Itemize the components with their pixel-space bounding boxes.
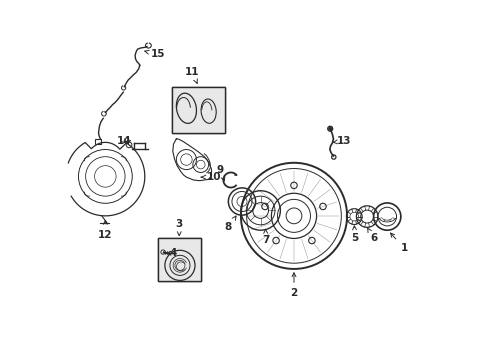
- Bar: [172, 87, 224, 134]
- Circle shape: [331, 155, 335, 159]
- Text: 5: 5: [350, 226, 358, 243]
- Ellipse shape: [176, 93, 196, 123]
- Text: 10: 10: [201, 172, 221, 182]
- Bar: [95, 139, 101, 144]
- Text: 6: 6: [366, 228, 376, 243]
- Circle shape: [161, 250, 165, 254]
- Text: 3: 3: [175, 219, 183, 235]
- Text: 12: 12: [98, 220, 112, 239]
- Circle shape: [327, 126, 332, 131]
- Text: 2: 2: [290, 273, 297, 298]
- Text: 15: 15: [144, 49, 164, 59]
- Circle shape: [328, 127, 331, 130]
- Bar: [172, 87, 224, 134]
- Ellipse shape: [201, 99, 216, 123]
- Bar: [158, 238, 201, 281]
- Text: 8: 8: [224, 216, 236, 232]
- Text: 14: 14: [117, 136, 131, 146]
- Text: 11: 11: [185, 67, 199, 83]
- Text: 7: 7: [262, 229, 269, 245]
- Text: 13: 13: [333, 136, 351, 146]
- Text: 1: 1: [390, 233, 407, 253]
- Text: 4: 4: [166, 248, 177, 258]
- Text: 9: 9: [216, 165, 224, 181]
- Bar: [158, 238, 201, 281]
